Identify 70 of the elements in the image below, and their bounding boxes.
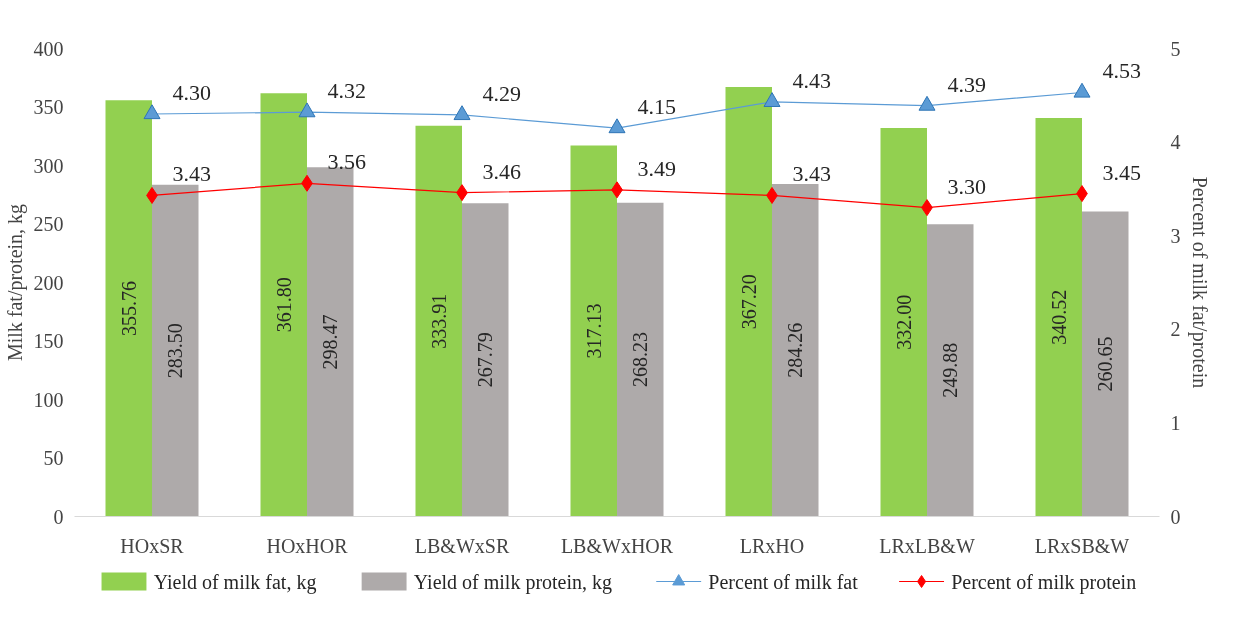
data-label: 4.53 bbox=[1102, 58, 1141, 84]
data-label: 340.52 bbox=[1047, 289, 1070, 345]
data-label: 283.50 bbox=[164, 323, 187, 379]
bar bbox=[307, 167, 354, 517]
data-label: 3.56 bbox=[327, 149, 366, 175]
y-tick-label: 0 bbox=[53, 505, 64, 528]
data-label: 4.39 bbox=[947, 71, 986, 97]
bar bbox=[1082, 211, 1129, 517]
data-label: 355.76 bbox=[117, 280, 140, 336]
bar bbox=[725, 86, 772, 517]
bar bbox=[260, 93, 307, 517]
data-label: 3.30 bbox=[947, 173, 986, 199]
bar bbox=[772, 183, 819, 517]
legend-label: Yield of milk fat, kg bbox=[153, 570, 317, 594]
x-tick-label: HOxHOR bbox=[266, 534, 349, 557]
data-label: 260.65 bbox=[1094, 336, 1117, 392]
data-label: 284.26 bbox=[784, 322, 807, 378]
y2-axis-title: Percent of milk fat/protein bbox=[1187, 176, 1211, 389]
y-tick-label: 300 bbox=[33, 154, 64, 177]
y-tick-label: 400 bbox=[33, 37, 64, 60]
bar bbox=[462, 203, 509, 517]
data-label: 3.49 bbox=[637, 155, 676, 181]
y-tick-label: 150 bbox=[33, 330, 64, 352]
data-label: 4.29 bbox=[482, 80, 521, 106]
y2-tick-label: 1 bbox=[1170, 411, 1181, 434]
y2-tick-label: 2 bbox=[1170, 318, 1181, 341]
y-axis-title: Milk fat/protein, kg bbox=[3, 203, 27, 362]
data-label: 3.43 bbox=[172, 161, 211, 187]
data-label: 3.43 bbox=[792, 161, 831, 187]
data-label: 317.13 bbox=[582, 303, 605, 359]
bar bbox=[927, 224, 974, 517]
x-tick-label: HOxSR bbox=[120, 534, 185, 557]
bar bbox=[105, 100, 152, 517]
data-label: 268.23 bbox=[629, 332, 652, 388]
y2-tick-label: 4 bbox=[1170, 131, 1181, 154]
bar bbox=[1035, 118, 1082, 517]
bar bbox=[152, 184, 199, 517]
data-label: 367.20 bbox=[737, 274, 760, 330]
data-label: 361.80 bbox=[272, 277, 295, 333]
data-label: 4.32 bbox=[327, 78, 366, 104]
y2-tick-label: 0 bbox=[1170, 505, 1181, 528]
data-label: 4.30 bbox=[172, 80, 211, 106]
data-label: 333.91 bbox=[427, 293, 450, 349]
bar bbox=[415, 125, 462, 517]
y-tick-label: 50 bbox=[43, 447, 64, 469]
data-label: 3.46 bbox=[482, 158, 521, 184]
y-tick-label: 100 bbox=[33, 388, 64, 411]
y2-tick-label: 5 bbox=[1170, 37, 1181, 60]
bar bbox=[570, 145, 617, 517]
data-label: 267.79 bbox=[474, 332, 497, 388]
x-tick-label: LRxHO bbox=[739, 534, 805, 557]
x-tick-label: LB&WxSR bbox=[414, 534, 510, 557]
x-tick-label: LRxLB&W bbox=[879, 534, 975, 557]
x-tick-label: LRxSB&W bbox=[1034, 534, 1130, 557]
y-tick-label: 350 bbox=[33, 96, 64, 118]
y-tick-label: 200 bbox=[33, 271, 64, 294]
data-label: 4.15 bbox=[637, 94, 676, 120]
data-label: 332.00 bbox=[892, 294, 915, 350]
y-tick-label: 250 bbox=[33, 213, 64, 235]
data-label: 298.47 bbox=[319, 314, 342, 370]
bar bbox=[617, 202, 664, 517]
data-label: 4.43 bbox=[792, 67, 831, 93]
legend-label: Percent of milk fat bbox=[708, 570, 859, 593]
x-tick-label: LB&WxHOR bbox=[560, 534, 674, 557]
data-label: 249.88 bbox=[939, 342, 962, 398]
legend-label: Percent of milk protein bbox=[951, 570, 1137, 594]
legend-label: Yield of milk protein, kg bbox=[413, 570, 613, 594]
y2-tick-label: 3 bbox=[1170, 224, 1181, 247]
data-label: 3.45 bbox=[1102, 159, 1141, 185]
bar bbox=[880, 128, 927, 517]
